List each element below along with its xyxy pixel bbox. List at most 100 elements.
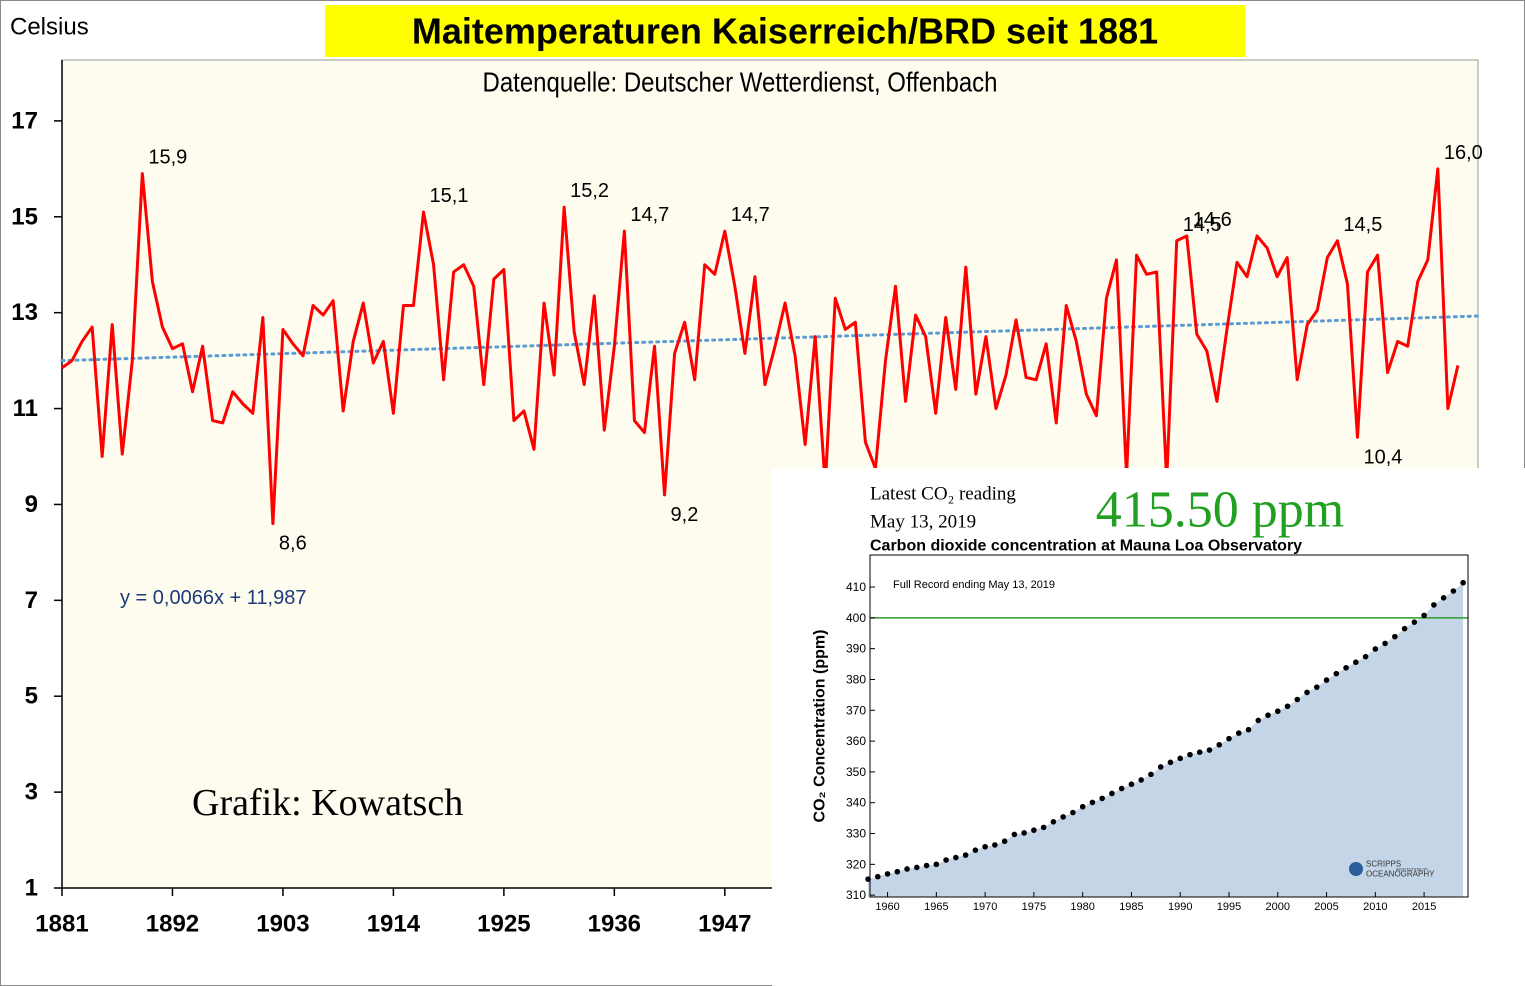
y-tick-label: 340 bbox=[846, 796, 866, 810]
y-tick-label: 380 bbox=[846, 672, 866, 686]
x-tick-label: 2005 bbox=[1314, 901, 1338, 913]
dot bbox=[1245, 726, 1252, 733]
dot bbox=[1401, 625, 1408, 632]
data-label: 9,2 bbox=[671, 504, 699, 526]
y-tick-label: 400 bbox=[846, 611, 866, 625]
dot bbox=[1128, 781, 1135, 788]
data-label: 14,5 bbox=[1183, 214, 1222, 236]
dot bbox=[972, 847, 979, 853]
dot bbox=[1079, 803, 1086, 810]
logo-icon bbox=[1349, 862, 1363, 876]
x-tick-label: 1970 bbox=[973, 901, 997, 913]
dot bbox=[1031, 827, 1037, 833]
dot bbox=[933, 861, 940, 868]
dot bbox=[1118, 785, 1125, 792]
trend-label: y = 0,0066x + 11,987 bbox=[120, 587, 306, 609]
dot bbox=[1431, 602, 1437, 608]
dot bbox=[1333, 670, 1340, 677]
y-tick-label: 17 bbox=[11, 107, 38, 134]
dot bbox=[1235, 730, 1242, 736]
dot bbox=[1216, 741, 1223, 748]
y-tick-label: 3 bbox=[25, 779, 38, 806]
dot bbox=[1226, 735, 1232, 742]
dot bbox=[1353, 659, 1359, 666]
x-tick-label: 1960 bbox=[875, 901, 899, 913]
dot bbox=[992, 842, 998, 848]
dot bbox=[1255, 717, 1262, 724]
dot bbox=[1265, 712, 1271, 719]
y-tick-label: 13 bbox=[11, 299, 38, 326]
dot bbox=[1362, 653, 1369, 660]
dot bbox=[1294, 696, 1301, 703]
inset-y-label: CO₂ Concentration (ppm) bbox=[812, 630, 829, 823]
dot bbox=[1050, 819, 1057, 825]
area bbox=[868, 582, 1464, 897]
logo-text: OCEANOGRAPHY bbox=[1366, 870, 1435, 879]
dot bbox=[1040, 824, 1047, 831]
dot bbox=[1167, 759, 1174, 766]
y-tick-label: 330 bbox=[846, 827, 866, 841]
dot bbox=[1001, 838, 1008, 845]
x-tick-label: 1965 bbox=[924, 901, 948, 913]
y-tick-label: 1 bbox=[25, 875, 38, 902]
y-axis-label: Celsius bbox=[10, 14, 89, 41]
y-tick-label: 9 bbox=[25, 491, 38, 518]
dot bbox=[1187, 751, 1193, 758]
dot bbox=[1450, 588, 1457, 594]
dot bbox=[1274, 708, 1281, 715]
dot bbox=[1372, 646, 1379, 652]
data-label: 14,7 bbox=[731, 204, 770, 226]
dot bbox=[904, 866, 910, 872]
dot bbox=[1148, 771, 1154, 778]
y-tick-label: 370 bbox=[846, 703, 866, 717]
data-label: 15,2 bbox=[570, 180, 609, 202]
dot bbox=[1021, 830, 1027, 836]
dot bbox=[1460, 579, 1466, 586]
logo-text: INSTITUTION OF bbox=[1396, 867, 1428, 872]
y-tick-label: 7 bbox=[25, 587, 38, 614]
x-tick-label: 2000 bbox=[1266, 901, 1290, 913]
title-bg bbox=[325, 5, 1245, 57]
x-tick-label: 1947 bbox=[698, 911, 751, 938]
dot bbox=[1323, 677, 1330, 683]
data-label: 15,9 bbox=[148, 147, 187, 169]
y-tick-label: 11 bbox=[13, 395, 38, 422]
y-tick-label: 310 bbox=[846, 888, 866, 902]
x-tick-label: 2015 bbox=[1412, 901, 1436, 913]
y-tick-label: 410 bbox=[846, 580, 866, 594]
data-label: 8,6 bbox=[279, 533, 307, 555]
inset-plot-frame bbox=[869, 554, 1469, 898]
inset-date: May 13, 2019 bbox=[870, 512, 976, 533]
x-tick-label: 1892 bbox=[146, 911, 199, 938]
dot bbox=[1411, 619, 1418, 625]
x-tick-label: 1881 bbox=[35, 911, 88, 938]
data-label: 14,6 bbox=[1193, 209, 1232, 231]
y-tick-label: 360 bbox=[846, 734, 866, 748]
dot bbox=[1157, 764, 1164, 770]
dot bbox=[923, 862, 930, 869]
dot bbox=[1109, 790, 1115, 797]
data-label: 14,7 bbox=[630, 204, 669, 226]
dot bbox=[1313, 684, 1320, 690]
x-tick-label: 1980 bbox=[1070, 901, 1094, 913]
x-tick-label: 1990 bbox=[1168, 901, 1192, 913]
dot bbox=[962, 852, 969, 858]
dot bbox=[894, 868, 901, 875]
dot bbox=[1382, 640, 1388, 647]
data-label: 16,0 bbox=[1444, 142, 1483, 164]
dot bbox=[875, 873, 881, 880]
x-tick-label: 1936 bbox=[588, 911, 641, 938]
x-tick-label: 1995 bbox=[1217, 901, 1241, 913]
dot bbox=[884, 871, 891, 877]
inset-note: Full Record ending May 13, 2019 bbox=[893, 579, 1055, 591]
dot bbox=[1138, 777, 1144, 783]
dot bbox=[1060, 814, 1066, 820]
x-tick-label: 1903 bbox=[256, 911, 309, 938]
dot bbox=[953, 854, 959, 861]
dot bbox=[1196, 749, 1203, 755]
data-line bbox=[61, 167, 1460, 526]
dot bbox=[1392, 633, 1398, 640]
x-tick-label: 2010 bbox=[1363, 901, 1387, 913]
x-tick-label: 1914 bbox=[367, 911, 421, 938]
